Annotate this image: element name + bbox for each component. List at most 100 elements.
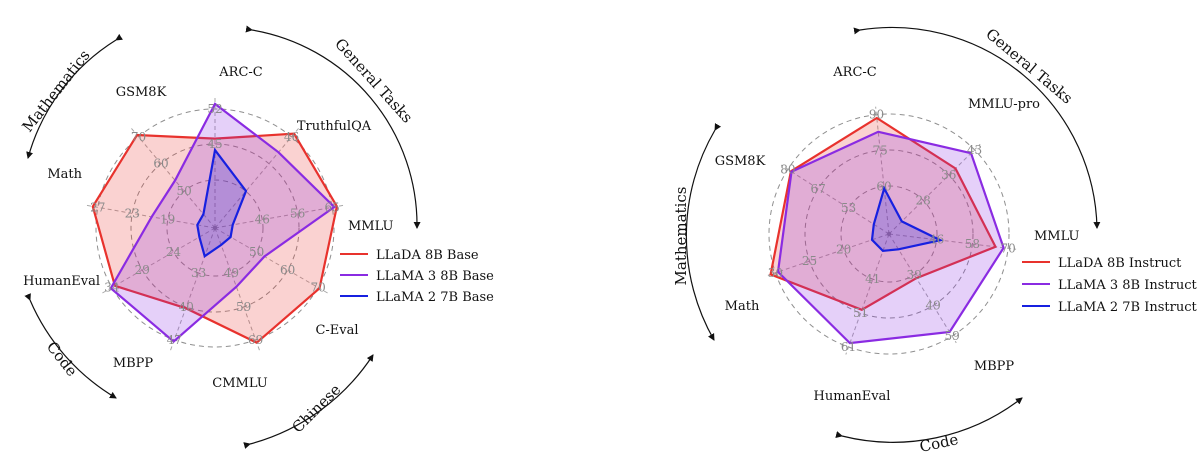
group-label-general-tasks: General Tasks [331, 35, 416, 127]
group-label-mathematics: Mathematics [19, 46, 94, 135]
right-tick-mmlu-pro-2: 36 [941, 168, 956, 182]
axis-label-math-instruct: Math [725, 299, 760, 314]
left-tick-arc-c-2: 45 [207, 137, 222, 151]
group-label-code-instruct: Code [918, 430, 960, 456]
radar-chart-instruct: 60 75 90 28 36 43 46 58 70 39 49 59 41 51 61 20 25 30 53 67… [672, 25, 1197, 456]
right-tick-mmlu-pro-1: 28 [916, 193, 931, 207]
right-tick-humaneval-2: 51 [853, 306, 868, 320]
right-tick-math-1: 20 [836, 243, 851, 257]
left-tick-gsm8k-1: 50 [176, 184, 191, 198]
right-tick-gsm8k-2: 67 [811, 182, 826, 196]
legend-right: LLaDA 8B Instruct LLaMA 3 8B Instruct LL… [1022, 256, 1197, 315]
right-tick-mbpp-2: 49 [926, 299, 941, 313]
legend-left: LLaDA 8B Base LLaMA 3 8B Base LLaMA 2 7B… [340, 248, 494, 305]
axis-label-truthfulqa: TruthfulQA [297, 119, 372, 134]
right-grid-ring-3 [768, 113, 1010, 355]
right-tick-mmlu-pro-3: 43 [967, 143, 982, 157]
arc-mathematics [26, 33, 123, 159]
left-tick-math-3: 27 [90, 200, 105, 214]
left-spoke-math [85, 204, 216, 229]
left-tick-mmlu-2: 56 [290, 206, 305, 220]
legend-label-llama3-base: LLaMA 3 8B Base [376, 269, 494, 284]
arc-general-tasks-instruct [853, 26, 1101, 229]
left-tick-gsm8k-3: 70 [131, 130, 146, 144]
left-tick-mbpp-1: 33 [191, 266, 206, 280]
right-spoke-humaneval [845, 233, 890, 355]
legend-label-llada-instruct: LLaDA 8B Instruct [1058, 256, 1182, 271]
axis-label-humaneval: HumanEval [23, 274, 100, 289]
arc-chinese [243, 354, 374, 449]
axis-label-mbpp-instruct: MBPP [974, 359, 1015, 374]
group-label-chinese: Chinese [289, 380, 345, 436]
arc-general-tasks [245, 25, 421, 229]
left-tick-humaneval-1: 24 [166, 245, 182, 259]
left-center-dot [212, 225, 218, 231]
right-tick-mbpp-3: 59 [944, 329, 959, 343]
right-tick-arc-c-1: 60 [876, 179, 891, 193]
left-tick-arc-c-3: 52 [207, 102, 222, 116]
left-spoke-mbpp [169, 227, 216, 352]
right-tick-arc-c-3: 90 [869, 108, 884, 122]
left-tick-humaneval-3: 34 [104, 281, 120, 295]
legend-label-llama2-base: LLaMA 2 7B Base [376, 290, 494, 305]
axis-label-gsm8k-instruct: GSM8K [715, 154, 766, 169]
left-tick-gsm8k-2: 60 [153, 157, 168, 171]
right-tick-math-2: 25 [802, 254, 817, 268]
right-spoke-mbpp [888, 233, 957, 344]
left-tick-c-eval-3: 70 [310, 281, 325, 295]
axis-label-gsm8k: GSM8K [116, 85, 167, 100]
left-tick-cmmlu-1: 49 [224, 266, 239, 280]
axis-label-math: Math [47, 167, 82, 182]
left-tick-mbpp-2: 40 [179, 300, 194, 314]
group-label-mathematics-instruct: Mathematics [672, 187, 690, 286]
right-center-dot [886, 231, 892, 237]
right-tick-mbpp-1: 39 [907, 268, 922, 282]
right-grid-ring-2 [804, 149, 974, 319]
left-tick-humaneval-2: 29 [135, 263, 150, 277]
right-tick-gsm8k-1: 53 [841, 201, 856, 215]
left-spoke-gsm8k [130, 127, 216, 229]
axis-label-mmlu-instruct: MMLU [1034, 229, 1080, 244]
right-tick-humaneval-3: 61 [841, 340, 856, 354]
axis-label-mmlu: MMLU [348, 219, 394, 234]
left-tick-cmmlu-3: 69 [248, 333, 263, 347]
left-tick-cmmlu-2: 59 [236, 300, 251, 314]
right-tick-arc-c-2: 75 [873, 144, 888, 158]
left-tick-mmlu-3: 65 [325, 200, 340, 214]
left-spoke-cmmlu [214, 227, 261, 352]
left-tick-mbpp-3: 47 [167, 333, 182, 347]
right-tick-math-3: 30 [768, 266, 783, 280]
right-tick-mmlu-3: 70 [1000, 241, 1015, 255]
group-label-general-tasks-instruct: General Tasks [982, 25, 1076, 108]
axis-label-c-eval: C-Eval [315, 323, 358, 338]
axis-label-arc-c: ARC-C [218, 65, 263, 80]
left-tick-mmlu-1: 46 [255, 213, 270, 227]
right-spoke-math [767, 233, 890, 276]
legend-label-llada-base: LLaDA 8B Base [376, 248, 479, 263]
arc-code [24, 293, 117, 399]
left-tick-c-eval-1: 50 [249, 245, 264, 259]
left-tick-c-eval-2: 60 [280, 263, 295, 277]
left-spoke-humaneval [101, 227, 216, 294]
axis-label-mbpp: MBPP [113, 356, 154, 371]
legend-label-llama3-instruct: LLaMA 3 8B Instruct [1058, 278, 1197, 293]
left-tick-math-2: 23 [125, 206, 140, 220]
left-spoke-c-eval [214, 227, 329, 294]
axis-label-cmmlu: CMMLU [212, 376, 267, 391]
left-series-llama-2-7b-base [196, 147, 248, 258]
axis-label-arc-c-instruct: ARC-C [832, 65, 877, 80]
right-tick-gsm8k-3: 80 [780, 162, 795, 176]
group-label-code: Code [43, 338, 81, 380]
axis-label-mmlu-pro-instruct: MMLU-pro [968, 97, 1040, 112]
axis-label-humaneval-instruct: HumanEval [814, 389, 891, 404]
right-tick-mmlu-1: 46 [929, 233, 944, 247]
right-tick-humaneval-1: 41 [865, 272, 880, 286]
right-tick-mmlu-2: 58 [965, 237, 980, 251]
arc-code-instruct [835, 397, 1023, 443]
arc-mathematics-instruct [685, 123, 722, 341]
legend-label-llama2-instruct: LLaMA 2 7B Instruct [1058, 300, 1197, 315]
left-tick-math-1: 19 [160, 213, 175, 227]
